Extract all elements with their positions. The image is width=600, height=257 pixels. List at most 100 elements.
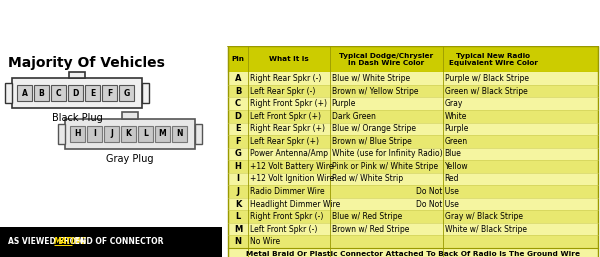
Text: White (use for Infinity Radio): White (use for Infinity Radio): [332, 149, 442, 158]
Text: Left Rear Spkr (-): Left Rear Spkr (-): [250, 87, 316, 96]
Text: Left Front Spkr (-): Left Front Spkr (-): [250, 225, 318, 234]
Text: J: J: [110, 129, 113, 138]
Text: Blue: Blue: [445, 149, 461, 158]
Bar: [51, 85, 66, 102]
Text: Majority Of Vehicles: Majority Of Vehicles: [8, 56, 165, 70]
Text: H: H: [235, 162, 242, 171]
Text: L: L: [143, 129, 148, 138]
Text: Chrysler-Dodge Radio Wire Harnesses: Chrysler-Dodge Radio Wire Harnesses: [7, 13, 485, 33]
Text: J: J: [236, 187, 239, 196]
Text: A: A: [235, 74, 241, 83]
Text: B: B: [38, 89, 44, 98]
Bar: [121, 125, 136, 142]
Text: L: L: [236, 212, 241, 221]
Text: I: I: [93, 129, 96, 138]
Bar: [228, 97, 598, 110]
Bar: [228, 173, 598, 185]
Text: Left Rear Spkr (+): Left Rear Spkr (+): [250, 137, 319, 146]
Text: +12 Volt Ignition Wire: +12 Volt Ignition Wire: [250, 175, 334, 183]
Text: Right Front Spkr (-): Right Front Spkr (-): [250, 212, 324, 221]
Text: Typical Dodge/Chrysler
In Dash Wire Color: Typical Dodge/Chrysler In Dash Wire Colo…: [339, 52, 433, 66]
Text: Purple: Purple: [445, 124, 469, 133]
Text: Blue w/ White Stripe: Blue w/ White Stripe: [332, 74, 410, 83]
Bar: [102, 85, 117, 102]
Text: Power Antenna/Amp: Power Antenna/Amp: [250, 149, 328, 158]
Bar: [69, 72, 85, 78]
Text: Do Not Use: Do Not Use: [416, 187, 458, 196]
Bar: [228, 185, 598, 198]
Text: Gray Plug: Gray Plug: [106, 154, 154, 164]
Bar: [228, 46, 598, 257]
Text: END OF CONNECTOR: END OF CONNECTOR: [72, 237, 164, 246]
Bar: [122, 113, 138, 118]
Text: Left Front Spkr (+): Left Front Spkr (+): [250, 112, 322, 121]
Bar: [87, 125, 102, 142]
Bar: [228, 135, 598, 148]
Bar: [65, 118, 195, 149]
Bar: [172, 125, 187, 142]
Text: I: I: [236, 175, 239, 183]
Text: White w/ Black Stripe: White w/ Black Stripe: [445, 225, 527, 234]
Text: A: A: [22, 89, 28, 98]
Bar: [228, 160, 598, 173]
Bar: [228, 46, 598, 72]
Text: Typical New Radio
Equivalent Wire Color: Typical New Radio Equivalent Wire Color: [449, 52, 538, 66]
Text: No Wire: No Wire: [250, 237, 280, 246]
Text: Blue w/ Red Stripe: Blue w/ Red Stripe: [332, 212, 402, 221]
Bar: [228, 210, 598, 223]
Text: MATING: MATING: [54, 237, 87, 246]
Text: Yellow: Yellow: [445, 162, 468, 171]
Bar: [228, 235, 598, 248]
Bar: [119, 85, 134, 102]
Bar: [228, 72, 598, 85]
Text: Headlight Dimmer Wire: Headlight Dimmer Wire: [250, 200, 341, 209]
Text: N: N: [235, 237, 242, 246]
Text: C: C: [235, 99, 241, 108]
Text: K: K: [125, 129, 131, 138]
Text: Blue w/ Orange Stripe: Blue w/ Orange Stripe: [332, 124, 416, 133]
Text: Green: Green: [445, 137, 468, 146]
Text: F: F: [107, 89, 112, 98]
Text: H: H: [74, 129, 81, 138]
Text: Right Front Spkr (+): Right Front Spkr (+): [250, 99, 328, 108]
Bar: [228, 123, 598, 135]
Text: Gray w/ Black Stripe: Gray w/ Black Stripe: [445, 212, 523, 221]
Text: B: B: [235, 87, 241, 96]
Bar: [228, 148, 598, 160]
Text: Purple: Purple: [332, 99, 356, 108]
Text: Right Rear Spkr (-): Right Rear Spkr (-): [250, 74, 322, 83]
Text: Brown w/ Blue Stripe: Brown w/ Blue Stripe: [332, 137, 412, 146]
Bar: [228, 85, 598, 97]
Bar: [70, 125, 85, 142]
Bar: [58, 124, 65, 144]
Bar: [5, 83, 12, 104]
Text: Brown w/ Yellow Stripe: Brown w/ Yellow Stripe: [332, 87, 418, 96]
Text: N: N: [176, 129, 183, 138]
Text: Green w/ Black Stripe: Green w/ Black Stripe: [445, 87, 527, 96]
Bar: [228, 110, 598, 123]
Text: D: D: [73, 89, 79, 98]
Text: Dark Green: Dark Green: [332, 112, 376, 121]
Text: AS VIEWED FROM: AS VIEWED FROM: [8, 237, 86, 246]
Bar: [142, 83, 149, 104]
Text: Pin: Pin: [232, 56, 245, 62]
Text: Red: Red: [445, 175, 459, 183]
Text: C: C: [56, 89, 61, 98]
Bar: [34, 85, 49, 102]
Text: Gray: Gray: [445, 99, 463, 108]
Bar: [195, 124, 202, 144]
Text: Brown w/ Red Stripe: Brown w/ Red Stripe: [332, 225, 409, 234]
Text: Pink or Pink w/ White Stripe: Pink or Pink w/ White Stripe: [332, 162, 438, 171]
Text: E: E: [235, 124, 241, 133]
Bar: [12, 78, 142, 108]
Text: M: M: [234, 225, 242, 234]
Bar: [228, 198, 598, 210]
Text: M: M: [158, 129, 166, 138]
Text: What It Is: What It Is: [269, 56, 309, 62]
Text: White: White: [445, 112, 467, 121]
Text: Purple w/ Black Stripe: Purple w/ Black Stripe: [445, 74, 529, 83]
Text: Radio Dimmer Wire: Radio Dimmer Wire: [250, 187, 325, 196]
Bar: [68, 85, 83, 102]
Bar: [155, 125, 170, 142]
Text: Red w/ White Strip: Red w/ White Strip: [332, 175, 403, 183]
